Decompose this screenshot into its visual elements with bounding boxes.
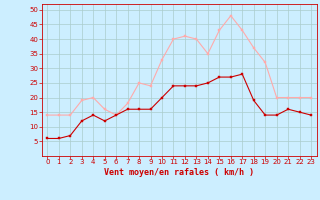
- X-axis label: Vent moyen/en rafales ( km/h ): Vent moyen/en rafales ( km/h ): [104, 168, 254, 177]
